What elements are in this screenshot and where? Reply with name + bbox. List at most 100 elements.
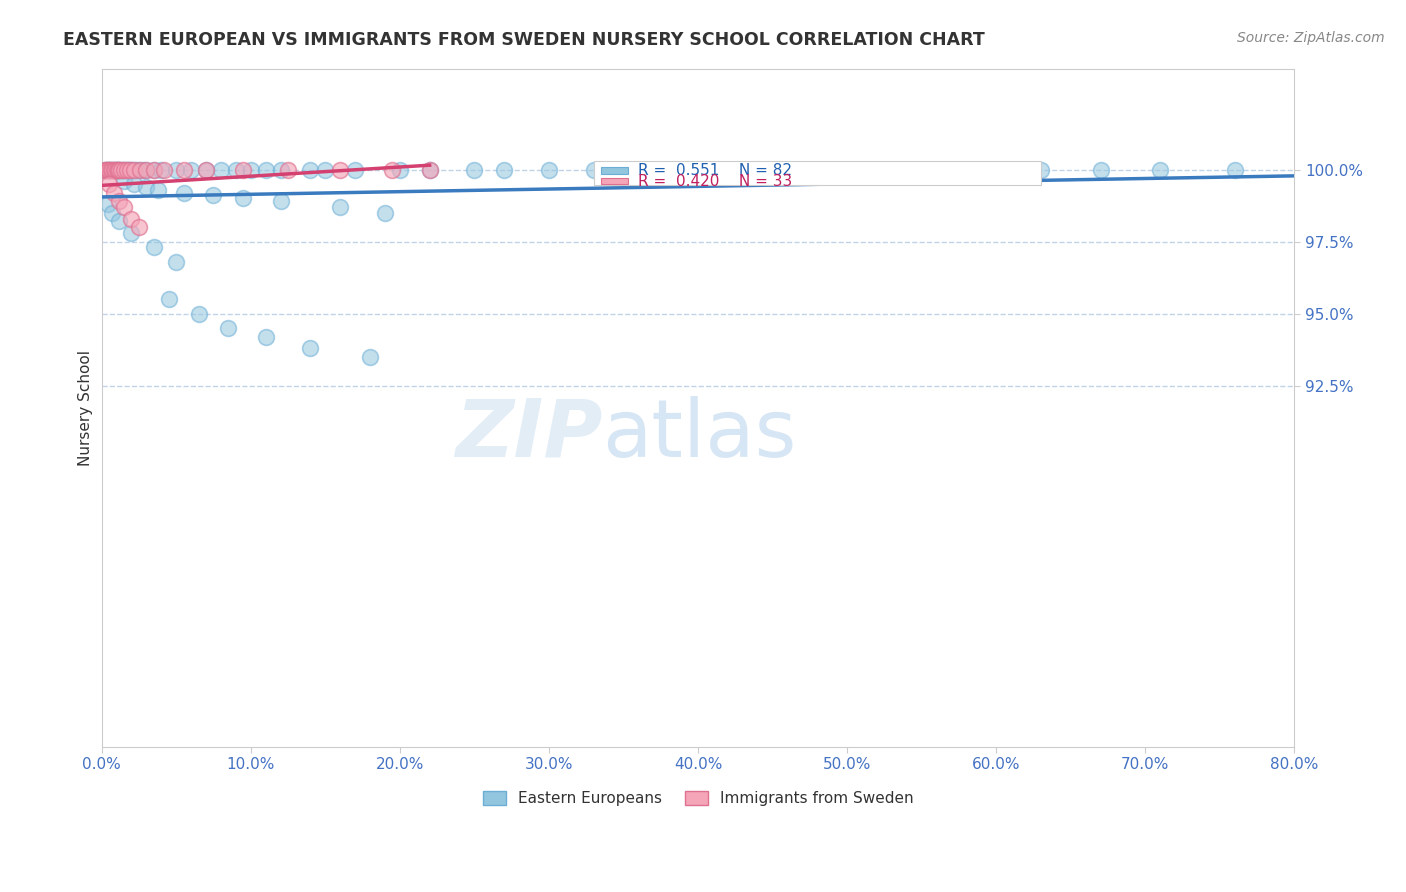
Point: [98, 162, 121, 177]
Point: [270, 162, 292, 177]
Point: [98, 177, 121, 191]
Point: [239, 162, 262, 177]
Point: [104, 162, 127, 177]
Point: [93, 162, 115, 177]
Point: [381, 162, 404, 177]
Point: [103, 186, 125, 200]
Point: [117, 162, 139, 177]
Point: [187, 307, 209, 321]
FancyBboxPatch shape: [593, 161, 1040, 185]
Point: [202, 188, 225, 202]
Point: [329, 162, 352, 177]
Legend: Eastern Europeans, Immigrants from Sweden: Eastern Europeans, Immigrants from Swede…: [475, 783, 921, 814]
Point: [122, 162, 145, 177]
Point: [128, 220, 150, 235]
Text: Source: ZipAtlas.com: Source: ZipAtlas.com: [1237, 31, 1385, 45]
Point: [643, 162, 665, 177]
Point: [806, 162, 828, 177]
Point: [494, 162, 516, 177]
Point: [101, 162, 124, 177]
Point: [157, 293, 180, 307]
Point: [225, 162, 247, 177]
Point: [105, 162, 128, 177]
Point: [232, 191, 254, 205]
Point: [112, 174, 135, 188]
Point: [217, 321, 239, 335]
Point: [970, 162, 993, 177]
Point: [112, 200, 135, 214]
Text: R =  0.420    N = 33: R = 0.420 N = 33: [638, 174, 793, 188]
Point: [150, 162, 173, 177]
Point: [419, 162, 441, 177]
Point: [100, 162, 122, 177]
Point: [101, 162, 124, 177]
Point: [299, 342, 322, 356]
Point: [270, 194, 292, 209]
Point: [537, 162, 560, 177]
Y-axis label: Nursery School: Nursery School: [79, 350, 93, 466]
Point: [112, 162, 135, 177]
Text: EASTERN EUROPEAN VS IMMIGRANTS FROM SWEDEN NURSERY SCHOOL CORRELATION CHART: EASTERN EUROPEAN VS IMMIGRANTS FROM SWED…: [63, 31, 986, 49]
Point: [93, 162, 115, 177]
Point: [194, 162, 217, 177]
Point: [128, 162, 150, 177]
Point: [108, 162, 131, 177]
Point: [120, 211, 142, 226]
Point: [254, 162, 277, 177]
Point: [148, 183, 170, 197]
Point: [97, 162, 120, 177]
Point: [686, 162, 709, 177]
Point: [277, 162, 299, 177]
Point: [135, 162, 157, 177]
Point: [1149, 162, 1171, 177]
Point: [110, 162, 132, 177]
Text: R =  0.551    N = 82: R = 0.551 N = 82: [638, 163, 793, 178]
Point: [120, 226, 142, 240]
Point: [112, 162, 135, 177]
Point: [108, 214, 131, 228]
Point: [94, 162, 117, 177]
Point: [107, 162, 129, 177]
Point: [153, 162, 176, 177]
Point: [115, 162, 138, 177]
Point: [114, 162, 136, 177]
Point: [165, 255, 187, 269]
Point: [118, 162, 141, 177]
Text: atlas: atlas: [603, 396, 797, 474]
Point: [105, 162, 128, 177]
Bar: [602, 168, 628, 174]
Point: [344, 162, 367, 177]
Point: [232, 162, 254, 177]
Point: [194, 162, 217, 177]
Point: [108, 162, 131, 177]
Point: [359, 350, 381, 364]
Point: [97, 162, 120, 177]
Point: [101, 206, 124, 220]
Point: [329, 200, 352, 214]
Point: [135, 179, 157, 194]
Point: [747, 162, 769, 177]
Point: [103, 162, 125, 177]
Point: [254, 330, 277, 344]
Point: [173, 186, 195, 200]
Point: [100, 162, 122, 177]
Point: [314, 162, 336, 177]
Point: [911, 162, 934, 177]
Point: [165, 162, 187, 177]
Point: [105, 162, 128, 177]
Point: [866, 162, 889, 177]
Point: [97, 197, 120, 211]
Point: [374, 206, 396, 220]
Point: [132, 162, 155, 177]
Point: [388, 162, 411, 177]
Point: [110, 162, 132, 177]
Point: [115, 162, 138, 177]
Point: [103, 162, 125, 177]
Point: [135, 162, 157, 177]
Point: [180, 162, 202, 177]
Point: [129, 162, 152, 177]
Point: [463, 162, 485, 177]
Point: [582, 162, 605, 177]
Point: [1029, 162, 1052, 177]
Point: [124, 177, 146, 191]
